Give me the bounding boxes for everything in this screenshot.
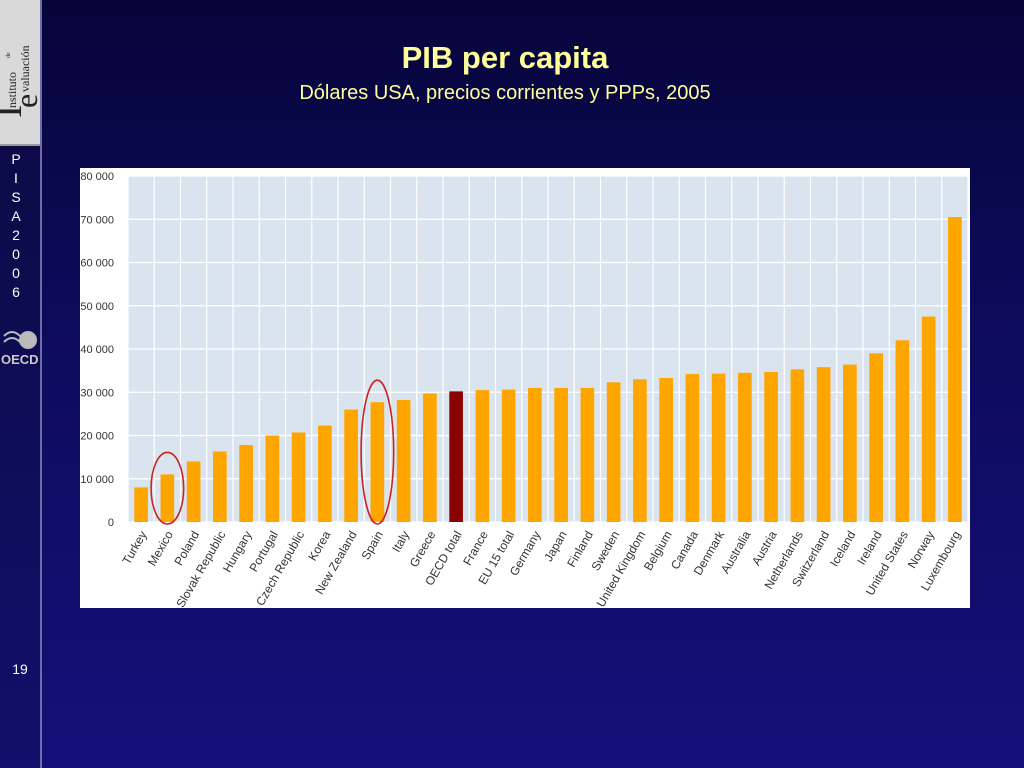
bar-mexico [160,474,175,522]
bar-czech-republic [291,432,306,522]
bar-belgium [659,377,673,522]
bar-oecd-total [449,391,463,522]
oecd-logo: OECD [0,326,39,370]
pisa-letter: I [14,170,18,186]
bar-iceland [843,364,857,522]
bar-france [475,390,490,522]
bar-luxembourg [948,217,962,522]
page-number: 19 [12,661,28,677]
y-tick-label: 30 000 [80,387,114,399]
x-tick-label: Italy [389,529,412,555]
bar-germany [528,387,542,522]
pisa-letter: P [11,151,21,167]
bar-slovak-republic [213,451,227,522]
bar-sweden [606,382,621,522]
bar-italy [396,400,411,522]
pisa-letter: A [11,208,21,224]
bar-poland [186,461,201,522]
bar-new-zealand [344,409,358,522]
instituto-evaluacion-logo: I nstituto de e valuación [0,0,40,146]
y-tick-label: 0 [108,517,114,529]
svg-text:e: e [8,94,40,108]
svg-text:de: de [6,52,12,58]
bar-australia [738,372,752,522]
pisa-letter: 6 [12,284,20,300]
bar-greece [423,393,437,522]
chart-svg: 0 10 000 20 000 30 000 40 000 50 000 60 000 70 … [80,171,969,608]
highlight-circles [150,379,395,525]
bar-canada [685,374,700,522]
bar-turkey [134,487,148,522]
pisa-2006-vertical-label: P I S A 2 0 0 6 [0,150,32,302]
bar-hungary [239,445,253,522]
bar-japan [554,387,568,522]
y-tick-label: 40 000 [80,344,114,356]
x-tick-label: Mexico [145,528,176,568]
pisa-letter: S [11,189,21,205]
bar-netherlands [790,369,805,522]
svg-text:I: I [0,105,30,118]
y-tick-label: 50 000 [80,301,114,313]
bar-united-kingdom [633,379,647,522]
pisa-letter: 0 [12,265,20,281]
slide-subtitle: Dólares USA, precios corrientes y PPPs, … [299,82,711,104]
sidebar: I nstituto de e valuación P I S A 2 0 0 … [0,0,42,768]
x-tick-label: Korea [305,528,333,563]
gdp-per-capita-chart: 0 10 000 20 000 30 000 40 000 50 000 60 000 70 … [80,168,970,608]
svg-text:nstituto: nstituto [5,72,19,108]
x-tick-label: Iceland [827,529,858,570]
bar-austria [764,371,778,522]
svg-text:valuación: valuación [18,45,32,92]
bar-finland [580,387,595,522]
bar-norway [921,316,936,522]
bar-portugal [265,435,280,522]
bar-korea [318,425,332,522]
y-tick-label: 80 000 [80,171,114,183]
highlight-circle-mexico [150,451,185,525]
x-tick-label: Spain [358,529,385,563]
highlight-circle-spain [360,379,395,525]
y-axis-ticks: 0 10 000 20 000 30 000 40 000 50 000 60 000 70 … [80,171,114,529]
bar-layer [134,217,962,522]
oecd-logo-text: OECD [1,352,38,367]
pisa-letter: 2 [12,227,20,243]
slide-title: PIB per capita [401,40,609,75]
bar-switzerland [816,367,831,522]
y-tick-label: 60 000 [80,258,114,270]
bar-spain [370,402,385,522]
y-tick-label: 10 000 [80,474,114,486]
pisa-letter: 0 [12,246,20,262]
y-tick-label: 70 000 [80,214,114,226]
bar-united-states [895,340,910,522]
bar-eu-15-total [501,389,516,522]
bar-denmark [711,373,726,522]
y-tick-label: 20 000 [80,431,114,443]
bar-ireland [869,353,883,522]
